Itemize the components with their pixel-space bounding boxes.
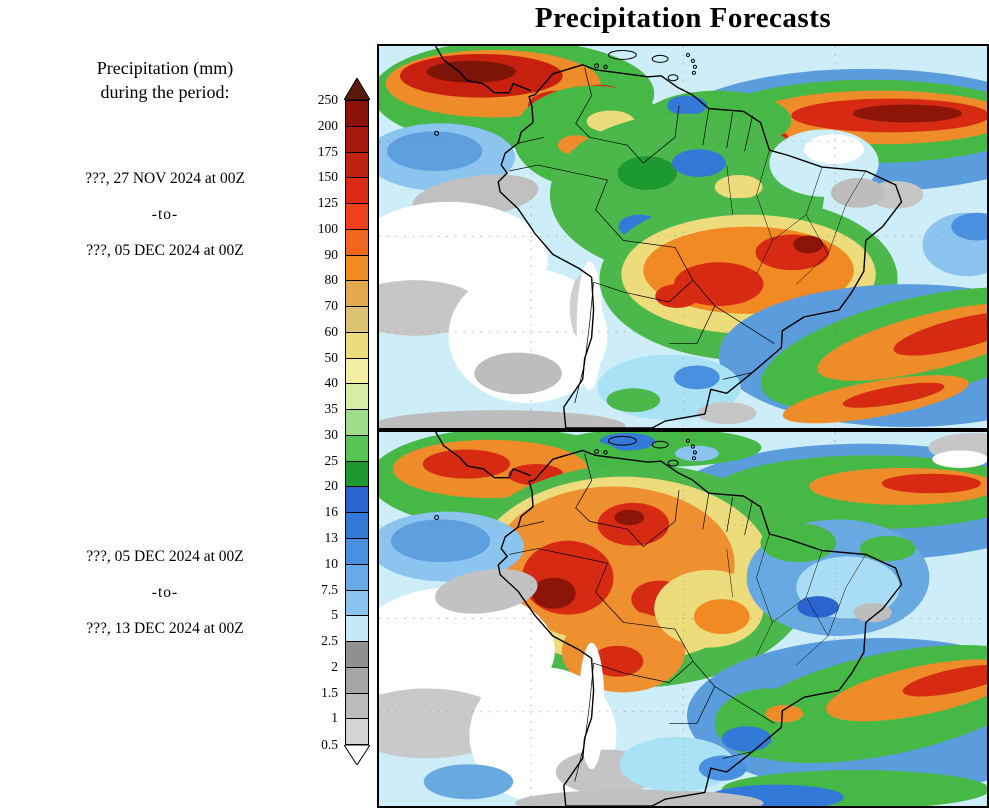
legend-header: Precipitation (mm) during the period:: [15, 56, 315, 105]
period-2-label: ???, 05 DEC 2024 at 00Z -to- ???, 13 DEC…: [15, 548, 315, 656]
colorbar-tick-label: 125: [317, 195, 338, 211]
colorbar-segment: 7.5: [321, 582, 369, 617]
colorbar-segment: 20: [325, 478, 369, 514]
colorbar-tick-label: 2: [331, 658, 338, 674]
colorbar-tick-label: 5: [331, 607, 338, 623]
forecast-map-week1: [377, 44, 989, 430]
colorbar-segment: 5: [331, 607, 369, 643]
colorbar-tick-label: 1: [331, 710, 338, 726]
colorbar-segment: 13: [325, 530, 369, 565]
coastline: [435, 432, 903, 806]
colorbar-segment: 25: [325, 453, 369, 488]
precipitation-colorbar: 250 200 175 150 125 100 90 80 70 60 50 40 35 30 25 20 16…: [318, 78, 370, 765]
colorbar-tick-label: 0.5: [321, 737, 338, 753]
colorbar-segment: 80: [325, 272, 369, 308]
colorbar-tick-label: 80: [324, 272, 339, 288]
colorbar-segment: 200: [318, 118, 369, 153]
state-borders: [726, 150, 867, 285]
colorbar-segment: 150: [318, 169, 369, 205]
period-1-separator: -to-: [151, 206, 179, 223]
colorbar-segment: 2: [331, 659, 369, 694]
colorbar-tick-label: 150: [317, 169, 338, 185]
colorbar-segment: 100: [318, 221, 369, 256]
colorbar-segment: 30: [325, 427, 369, 462]
coastline: [435, 46, 903, 428]
precipitation-field: [379, 46, 987, 428]
caribbean-islands: [434, 435, 698, 520]
colorbar-tick-label: 13: [324, 530, 339, 546]
colorbar-segment: 1 0.5: [321, 710, 369, 752]
colorbar-tick-label: 10: [324, 555, 339, 571]
period-2-end-date: ???, 13 DEC 2024 at 00Z: [86, 620, 244, 637]
precipitation-field: [379, 432, 987, 806]
colorbar-segment: 175: [318, 144, 369, 179]
colorbar-segment: 1.5: [321, 685, 369, 720]
colorbar-segment: 35: [325, 401, 369, 436]
colorbar-tick-label: 30: [324, 426, 339, 442]
forecast-map-week2-svg: [379, 432, 987, 806]
colorbar-tick-label: 2.5: [321, 633, 338, 649]
period-2-start-date: ???, 05 DEC 2024 at 00Z: [86, 548, 244, 565]
colorbar-tick-label: 7.5: [321, 581, 338, 597]
forecast-map-week2: [377, 430, 989, 808]
colorbar-segment: 2.5: [321, 633, 369, 668]
period-1-label: ???, 27 NOV 2024 at 00Z -to- ???, 05 DEC…: [15, 170, 315, 278]
colorbar-arrow-bottom: [344, 745, 370, 765]
colorbar-segment: 10: [325, 556, 369, 591]
colorbar-tick-label: 70: [324, 298, 339, 314]
period-1-end-date: ???, 05 DEC 2024 at 00Z: [86, 242, 244, 259]
colorbar-arrow-top: [344, 78, 370, 100]
colorbar-tick-label: 90: [324, 246, 339, 262]
colorbar-segment: 50: [325, 350, 369, 385]
period-1-start-date: ???, 27 NOV 2024 at 00Z: [85, 170, 245, 187]
colorbar-segment: 70: [325, 298, 369, 333]
page-title: Precipitation Forecasts: [534, 2, 832, 34]
forecast-map-week1-svg: [379, 46, 987, 428]
legend-header-line1: Precipitation (mm): [96, 58, 234, 78]
colorbar-tick-label: 200: [317, 117, 338, 133]
colorbar-tick-label: 60: [324, 323, 339, 339]
colorbar-tick-label: 20: [324, 478, 339, 494]
graticule: [379, 46, 987, 428]
colorbar-tick-label: 40: [324, 375, 339, 391]
colorbar-tick-label: 175: [317, 143, 338, 159]
colorbar-tick-label: 1.5: [321, 684, 338, 700]
colorbar-segments: 250 200 175 150 125 100 90 80 70 60 50 40 35 30 25 20 16…: [318, 92, 369, 752]
colorbar-tick-label: 100: [317, 220, 338, 236]
colorbar-tick-label: 50: [324, 349, 339, 365]
colorbar-tick-label: 35: [324, 401, 339, 417]
country-borders: [509, 453, 775, 782]
colorbar-segment: 90: [325, 247, 369, 282]
colorbar-segment: 60: [325, 324, 369, 359]
period-2-separator: -to-: [151, 584, 179, 601]
legend-header-line2: during the period:: [100, 82, 230, 103]
state-borders: [726, 533, 867, 666]
colorbar-segment: 125: [318, 195, 369, 230]
colorbar-tick-label: 16: [324, 504, 339, 520]
colorbar-segment: 40: [325, 375, 369, 411]
colorbar-segment: 16: [325, 504, 369, 540]
colorbar-tick-label: 250: [317, 92, 338, 107]
colorbar-segment: 250: [318, 92, 369, 127]
caribbean-islands: [434, 49, 698, 136]
graticule: [379, 432, 987, 806]
colorbar-tick-label: 25: [324, 452, 339, 468]
